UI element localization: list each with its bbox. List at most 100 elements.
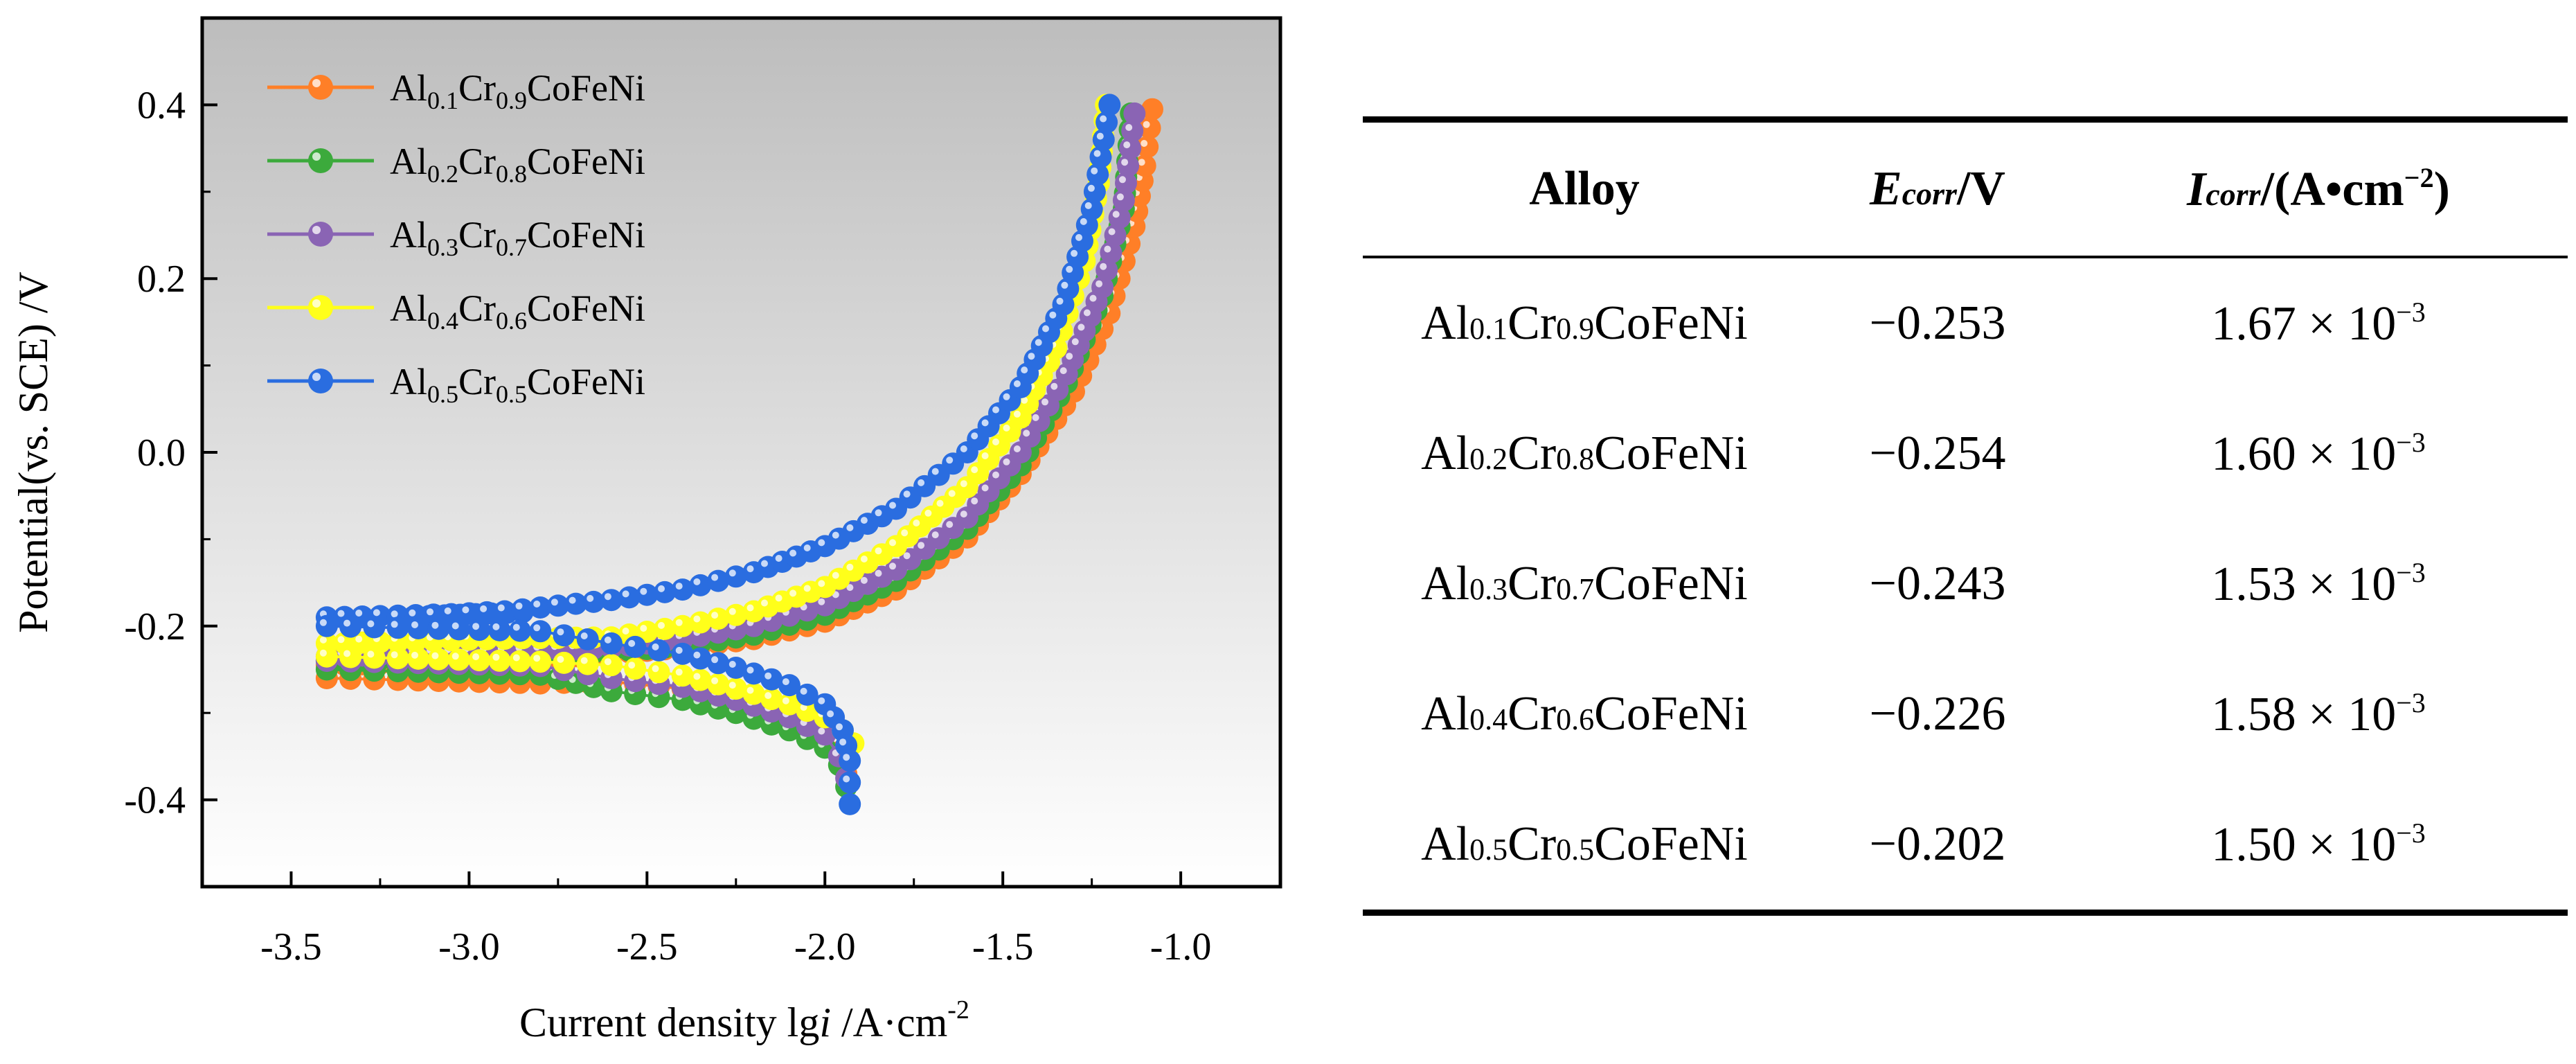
icorr-exp: −3: [2396, 686, 2426, 718]
legend-label-subscript: 0.8: [496, 160, 527, 188]
header-icorr-unit: /(A•cm: [2260, 162, 2404, 216]
marker-highlight: [832, 531, 839, 539]
data-point-marker: [447, 648, 470, 671]
data-point-marker: [488, 649, 511, 672]
data-point-marker: [488, 619, 511, 641]
icorr-exp: −3: [2396, 426, 2426, 458]
legend-label-subscript: 0.3: [427, 233, 458, 261]
marker-highlight: [391, 651, 398, 659]
marker-highlight: [839, 738, 847, 746]
marker-highlight: [1066, 265, 1073, 273]
data-point-marker: [553, 624, 575, 647]
marker-highlight: [580, 657, 588, 664]
marker-highlight: [728, 569, 736, 577]
marker-highlight: [652, 665, 659, 673]
alloy-el-a: Al: [1421, 557, 1470, 610]
marker-highlight: [409, 609, 416, 617]
legend-marker: [308, 222, 333, 247]
table-row: Al0.5Cr0.5CoFeNi −0.202 1.50 × 10−3: [1363, 779, 2568, 910]
data-point-marker: [529, 650, 552, 673]
marker-highlight: [512, 654, 520, 662]
data-point-marker: [529, 620, 552, 643]
marker-highlight: [628, 662, 636, 669]
marker-highlight: [903, 552, 911, 560]
marker-highlight: [319, 649, 327, 657]
marker-highlight: [860, 517, 868, 524]
marker-highlight: [846, 524, 854, 531]
legend-label-text: Al: [390, 361, 427, 402]
alloy-el-a: Al: [1421, 687, 1470, 741]
marker-highlight: [918, 542, 925, 549]
legend-label: Al0.2Cr0.8CoFeNi: [390, 141, 645, 188]
table-bottom-rule: [1363, 910, 2568, 916]
legend-label-subscript: 0.5: [496, 380, 527, 408]
icorr-exp: −3: [2396, 556, 2426, 588]
marker-highlight: [711, 612, 719, 619]
marker-highlight: [337, 636, 345, 644]
marker-highlight: [875, 509, 882, 517]
marker-highlight: [451, 622, 459, 630]
polarization-chart: -3.5 -3.0 -2.5 -2.0 -1.5 -1.0 -0.4 -0.2 0.0 0.2 0.…: [10, 16, 1282, 1045]
marker-highlight: [1071, 338, 1079, 346]
x-tick-label: -1.0: [1150, 925, 1212, 968]
legend-marker: [308, 75, 333, 100]
marker-highlight: [343, 619, 351, 627]
legend-label-text: CoFeNi: [527, 141, 645, 182]
data-point-marker: [427, 617, 450, 640]
marker-highlight: [431, 621, 439, 629]
legend-label-text: Cr: [458, 67, 496, 109]
data-point-marker: [553, 651, 575, 674]
table-row: Al0.2Cr0.8CoFeNi −0.254 1.60 × 10−3: [1363, 389, 2568, 519]
data-point-marker: [839, 750, 861, 772]
marker-highlight: [604, 658, 611, 666]
x-tick-label: -1.5: [972, 925, 1034, 968]
icorr-mantissa: 1.60 × 10: [2211, 427, 2397, 481]
tick-layer: -3.5 -3.0 -2.5 -2.0 -1.5 -1.0 -0.4 -0.2 0.0 0.2 0.…: [124, 84, 1211, 968]
legend-label: Al0.1Cr0.9CoFeNi: [390, 67, 645, 114]
marker-highlight: [1061, 281, 1068, 289]
marker-highlight: [843, 775, 850, 783]
marker-highlight: [492, 653, 500, 661]
x-tick-label: -3.5: [260, 925, 322, 968]
legend-label-subscript: 0.7: [496, 233, 527, 261]
legend-label-subscript: 0.2: [427, 160, 458, 188]
marker-highlight: [803, 544, 811, 551]
legend-marker: [308, 295, 333, 320]
legend-marker: [308, 148, 333, 173]
legend-marker-highlight: [312, 373, 321, 381]
marker-highlight: [1013, 410, 1021, 418]
cell-icorr: 1.53 × 10−3: [2069, 556, 2568, 612]
table-body: Al0.1Cr0.9CoFeNi −0.253 1.67 × 10−3 Al0.2Cr…: [1363, 258, 2568, 910]
marker-highlight: [818, 697, 825, 704]
marker-highlight: [492, 623, 500, 630]
marker-highlight: [640, 625, 647, 632]
alloy-sub-2: 0.7: [1556, 572, 1595, 606]
icorr-mantissa: 1.58 × 10: [2211, 687, 2397, 741]
marker-highlight: [533, 601, 541, 608]
marker-highlight: [818, 727, 825, 735]
y-tick-label: 0.4: [137, 84, 186, 127]
marker-highlight: [843, 754, 850, 761]
marker-highlight: [675, 619, 683, 626]
marker-highlight: [675, 583, 683, 590]
y-tick-label: -0.2: [124, 605, 186, 648]
marker-highlight: [761, 599, 768, 607]
marker-highlight: [652, 643, 659, 650]
marker-highlight: [1125, 124, 1133, 131]
marker-highlight: [675, 646, 683, 654]
marker-highlight: [1104, 245, 1111, 253]
legend-label-subscript: 0.4: [427, 307, 458, 335]
x-axis-title-unit: /A·cm: [831, 1000, 947, 1045]
marker-highlight: [846, 563, 854, 571]
table-row: Al0.3Cr0.7CoFeNi −0.243 1.53 × 10−3: [1363, 519, 2568, 649]
legend-label-text: CoFeNi: [527, 361, 645, 402]
marker-highlight: [1032, 414, 1039, 421]
x-tick-label: -2.5: [616, 925, 678, 968]
marker-highlight: [1041, 398, 1048, 406]
marker-highlight: [1075, 233, 1082, 241]
header-ecorr: Ecorr/V: [1806, 161, 2069, 217]
legend-item: Al0.1Cr0.9CoFeNi: [267, 67, 645, 114]
marker-highlight: [789, 549, 797, 557]
marker-highlight: [971, 432, 978, 440]
icorr-exp: −3: [2396, 817, 2426, 849]
